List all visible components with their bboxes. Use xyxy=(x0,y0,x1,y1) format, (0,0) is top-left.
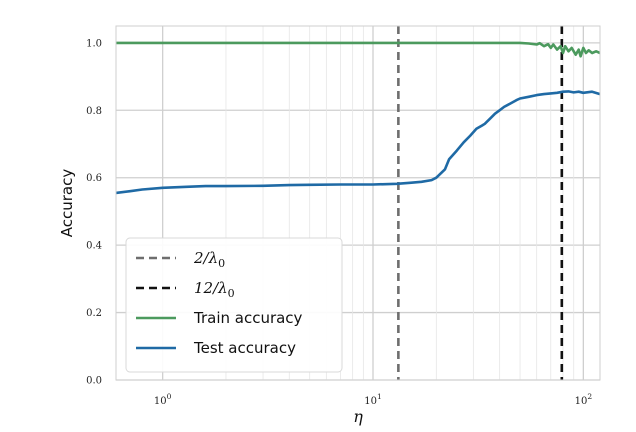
y-tick-label: 0.6 xyxy=(86,173,102,184)
series-lines xyxy=(115,41,601,195)
legend-label: 2/λ0 xyxy=(193,249,225,270)
x-tick-label: 101 xyxy=(364,392,382,407)
y-tick-label: 0.8 xyxy=(86,106,102,117)
test-accuracy-line xyxy=(115,90,601,195)
legend-label-main: 2/λ xyxy=(193,249,218,267)
x-tick-base: 10 xyxy=(154,396,167,407)
legend-label: Test accuracy xyxy=(193,339,296,357)
y-axis-label: Accuracy xyxy=(58,169,76,238)
x-tick-exponent: 0 xyxy=(167,392,172,401)
x-axis-label: η xyxy=(353,407,363,426)
y-tick-label: 0.0 xyxy=(86,376,102,387)
y-tick-label: 0.2 xyxy=(86,308,102,319)
x-tick-label: 102 xyxy=(575,392,593,407)
legend-label: 12/λ0 xyxy=(194,279,235,300)
x-tick-label: 100 xyxy=(154,392,172,407)
legend-label: Train accuracy xyxy=(193,309,303,327)
train-accuracy-line xyxy=(116,41,601,58)
reference-lines xyxy=(397,26,564,380)
plot-frame xyxy=(115,25,601,381)
x-tick-exponent: 2 xyxy=(587,392,592,401)
x-tick-base: 10 xyxy=(364,396,377,407)
y-tick-label: 1.0 xyxy=(86,38,102,49)
legend-label-main: 12/λ xyxy=(194,279,228,297)
legend-label-subscript: 0 xyxy=(218,257,225,270)
x-tick-base: 10 xyxy=(575,396,588,407)
x-tick-exponent: 1 xyxy=(377,392,382,401)
y-tick-label: 0.4 xyxy=(86,241,102,252)
legend-box xyxy=(125,237,343,373)
legend-label-subscript: 0 xyxy=(228,287,235,300)
